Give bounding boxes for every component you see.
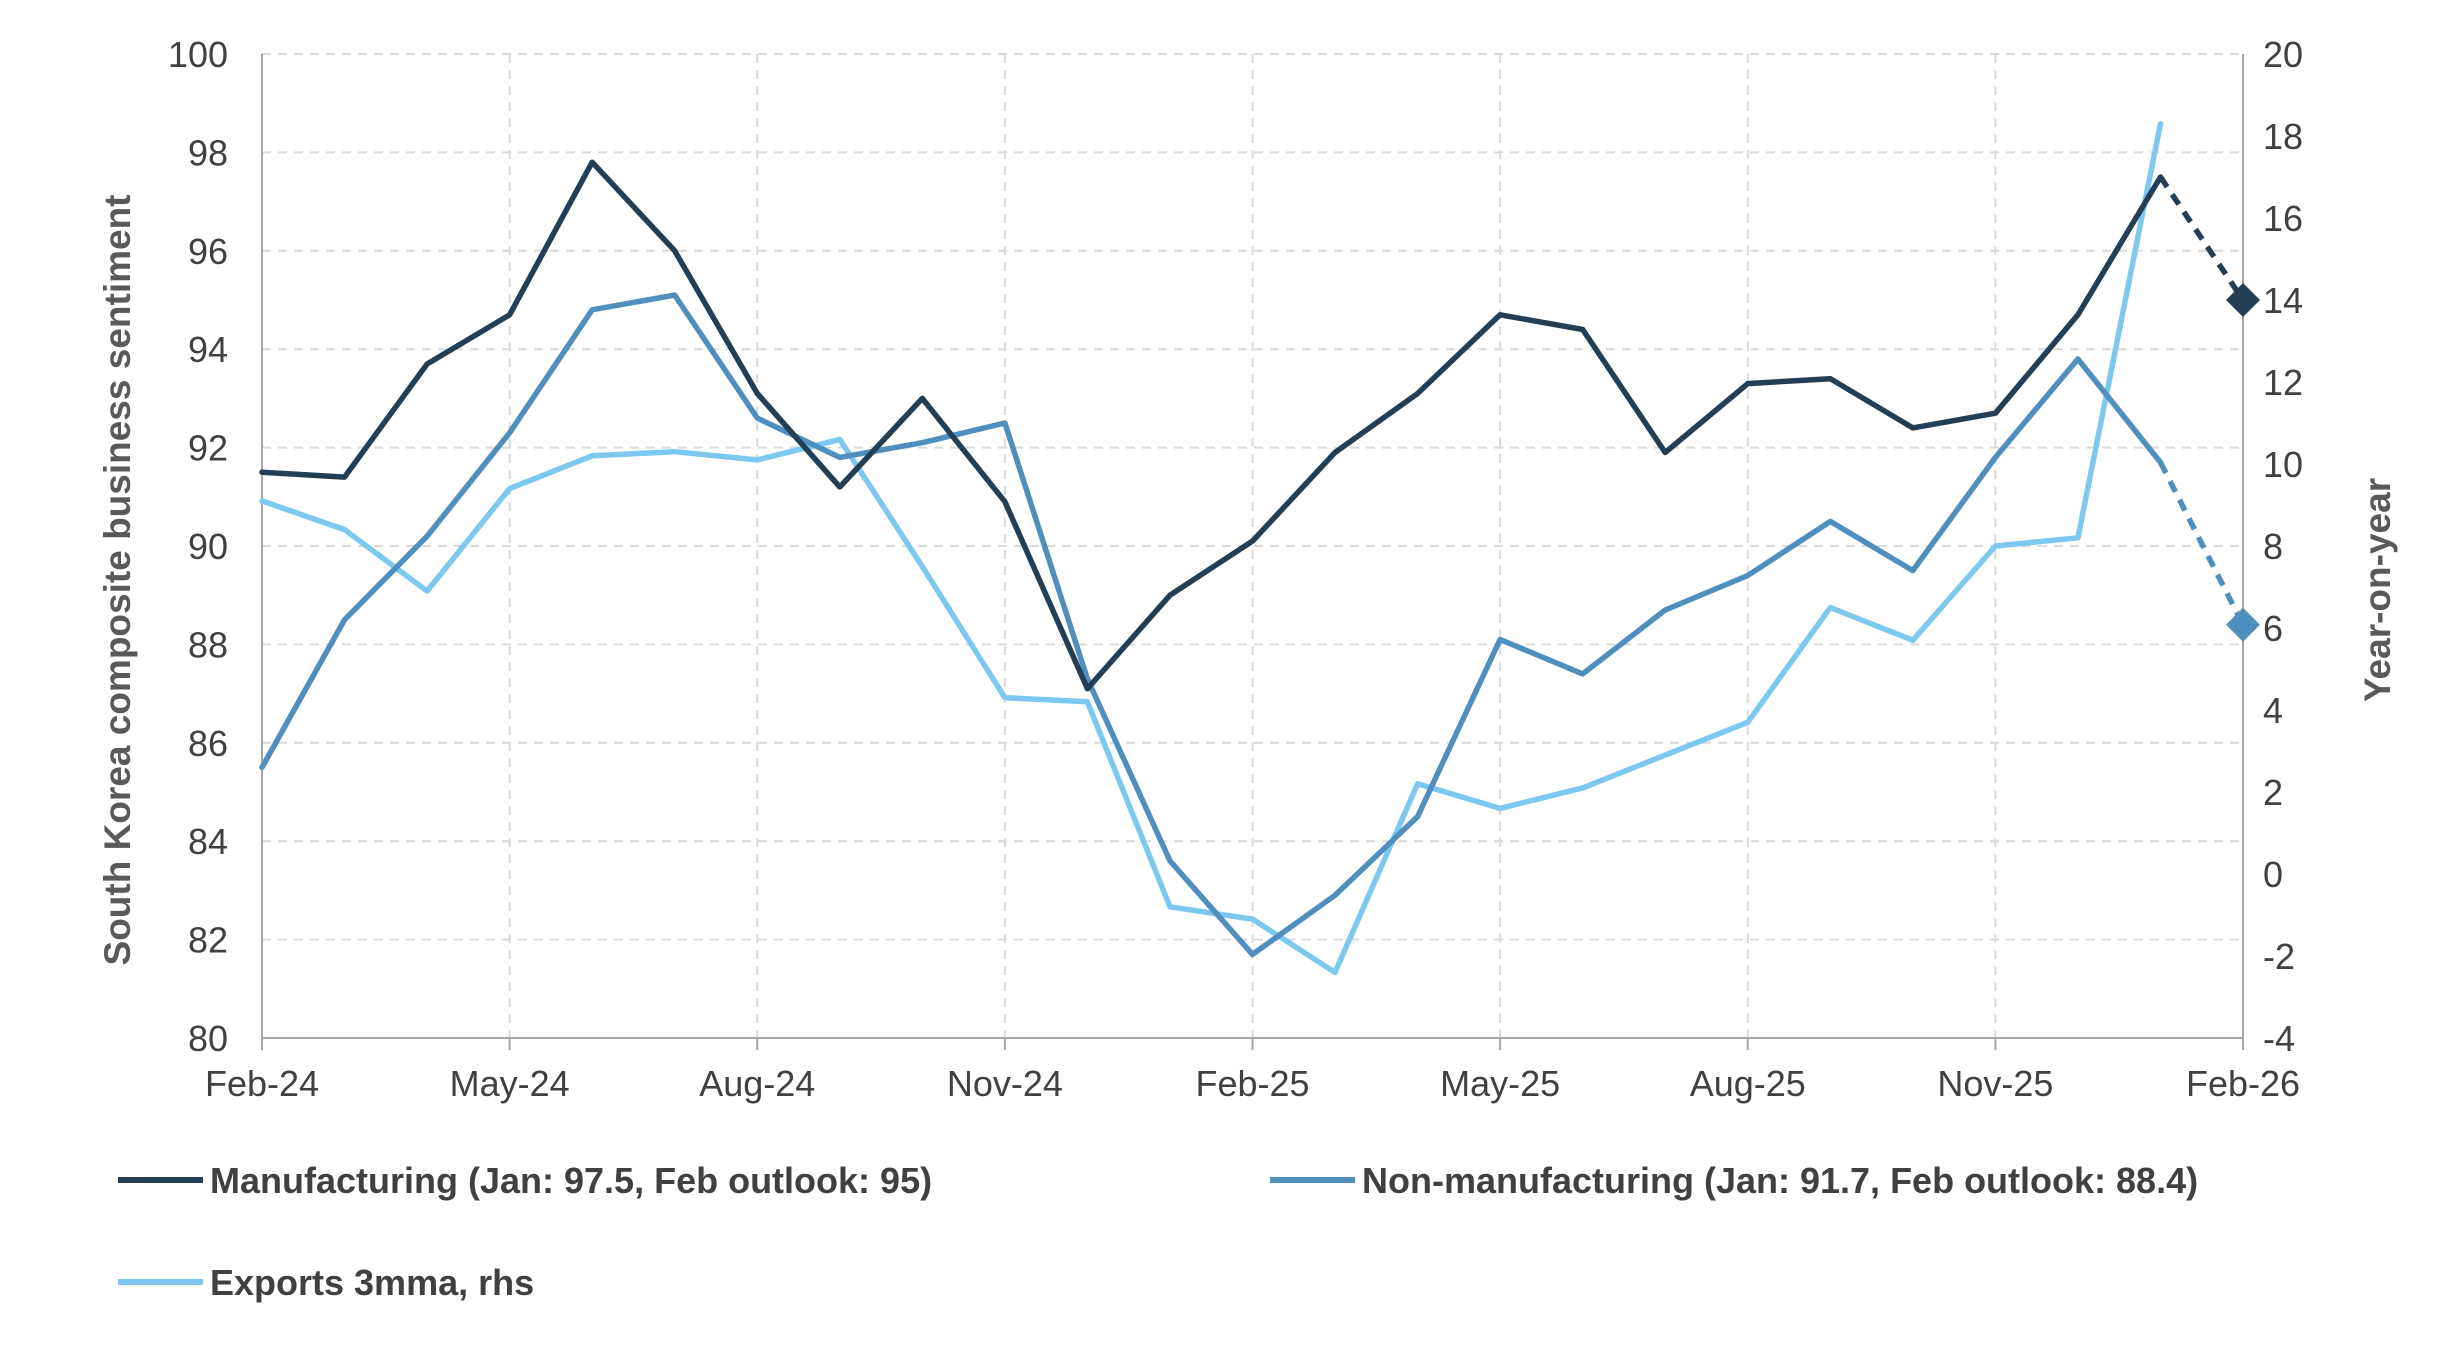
y2-tick-label: -2	[2263, 936, 2295, 977]
x-tick-label: Aug-24	[699, 1063, 815, 1104]
outlook-dashed-line	[2158, 461, 2246, 626]
y-axis-title: South Korea composite business sentiment	[97, 195, 138, 966]
y2-tick-label: 0	[2263, 854, 2283, 895]
y-tick-label: 84	[188, 821, 228, 862]
x-tick-label: May-25	[1440, 1063, 1560, 1104]
y2-tick-label: 6	[2263, 608, 2283, 649]
legend: Manufacturing (Jan: 97.5, Feb outlook: 9…	[118, 1160, 2198, 1303]
y-tick-label: 86	[188, 723, 228, 764]
y2-tick-label: 16	[2263, 198, 2303, 239]
outlook-marker	[2226, 283, 2260, 317]
y2-tick-label: 20	[2263, 34, 2303, 75]
x-tick-label: Feb-25	[1195, 1063, 1309, 1104]
x-tick-label: Nov-24	[947, 1063, 1063, 1104]
y-tick-label: 96	[188, 231, 228, 272]
x-tick-label: Nov-25	[1937, 1063, 2053, 1104]
tick-labels: 80 82 84 86 88 90 92 94 96 98 100 -4 -2 0 2 4 6 8 10 12 14 16…	[168, 34, 2303, 1104]
y2-axis-title: Year-on-year	[2357, 478, 2398, 702]
y2-tick-label: -4	[2263, 1018, 2295, 1059]
series-lines	[259, 120, 2260, 976]
legend-label: Non-manufacturing (Jan: 91.7, Feb outloo…	[1362, 1160, 2198, 1201]
x-tick-label: Aug-25	[1690, 1063, 1806, 1104]
y-tick-label: 94	[188, 329, 228, 370]
outlook-dashed-line	[2158, 175, 2246, 302]
x-tick-label: Feb-24	[205, 1063, 319, 1104]
y2-tick-label: 8	[2263, 526, 2283, 567]
y2-tick-label: 10	[2263, 444, 2303, 485]
y2-tick-label: 18	[2263, 116, 2303, 157]
y-tick-label: 98	[188, 132, 228, 173]
y-tick-label: 90	[188, 526, 228, 567]
legend-label: Exports 3mma, rhs	[210, 1262, 534, 1303]
y-tick-label: 88	[188, 624, 228, 665]
legend-label: Manufacturing (Jan: 97.5, Feb outlook: 9…	[210, 1160, 932, 1201]
x-tick-label: Feb-26	[2186, 1063, 2300, 1104]
outlook-marker	[2226, 607, 2260, 642]
y-tick-label: 100	[168, 34, 228, 75]
y2-tick-label: 2	[2263, 772, 2283, 813]
y2-tick-label: 12	[2263, 362, 2303, 403]
series-line	[259, 292, 2164, 958]
axes	[261, 54, 2244, 1050]
y-tick-label: 80	[188, 1018, 228, 1059]
grid-lines	[262, 53, 2244, 1038]
y-tick-label: 82	[188, 920, 228, 961]
y2-tick-label: 14	[2263, 280, 2303, 321]
y2-tick-label: 4	[2263, 690, 2283, 731]
y-tick-label: 92	[188, 428, 228, 469]
x-tick-label: May-24	[450, 1063, 570, 1104]
series-line	[259, 120, 2164, 976]
series-line	[259, 159, 2164, 692]
